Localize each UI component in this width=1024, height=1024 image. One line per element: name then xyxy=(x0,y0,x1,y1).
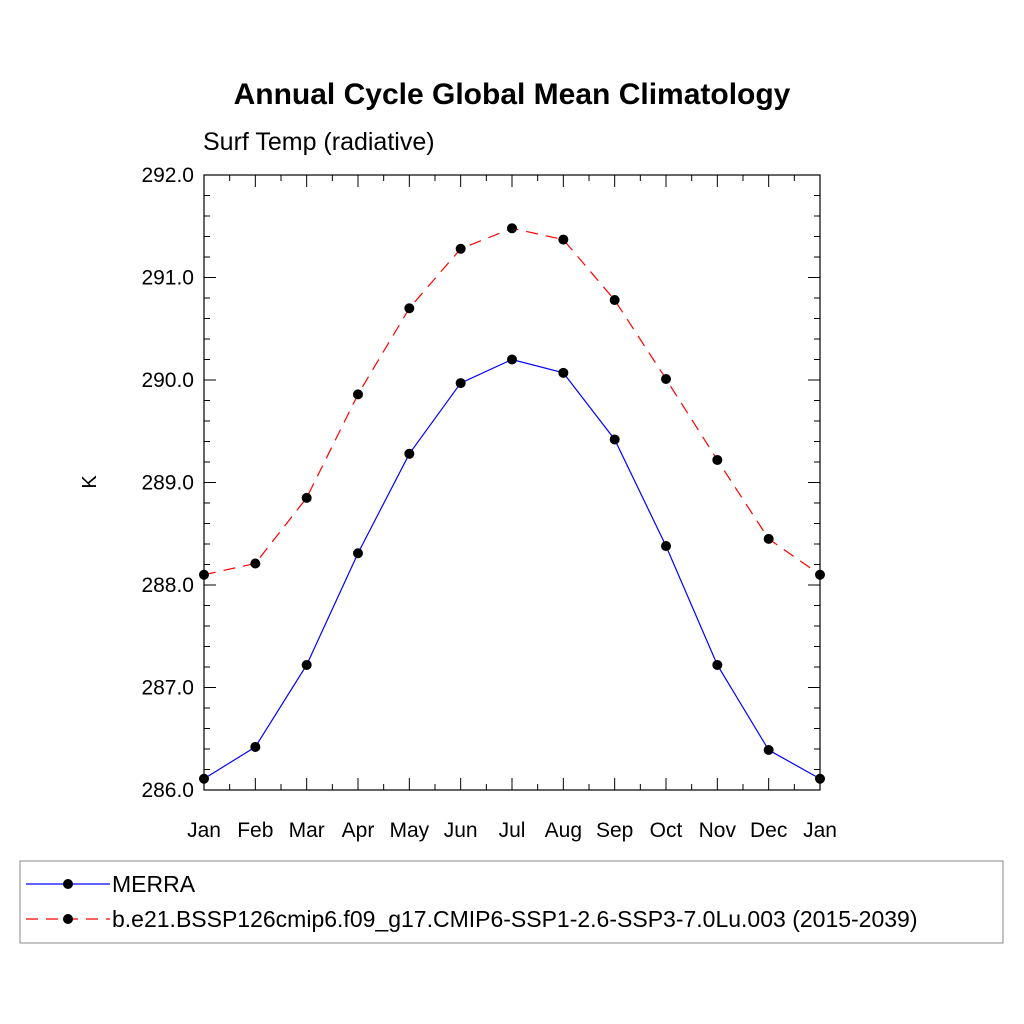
x-tick-label: May xyxy=(389,819,429,842)
x-tick-label: Feb xyxy=(237,819,273,842)
x-tick-label: Jan xyxy=(803,819,837,842)
data-point xyxy=(763,533,774,544)
series-line xyxy=(203,227,821,576)
series-line xyxy=(203,358,821,780)
data-point xyxy=(455,378,466,389)
series-0 xyxy=(199,354,825,784)
data-point xyxy=(353,389,363,400)
data-point xyxy=(609,295,620,306)
x-tick-label: Mar xyxy=(289,819,325,842)
legend-label-model: b.e21.BSSP126cmip6.f09_g17.CMIP6-SSP1-2.… xyxy=(112,906,918,932)
chart-subtitle: Surf Temp (radiative) xyxy=(203,128,435,156)
legend-label-merra: MERRA xyxy=(112,871,196,897)
data-point xyxy=(301,492,312,503)
y-tick-label: 290.0 xyxy=(141,369,194,392)
y-tick-label: 289.0 xyxy=(141,472,194,495)
y-tick-labels: 286.0 287.0 288.0 289.0 290.0 291.0 292.0 xyxy=(141,164,194,802)
legend-marker-merra xyxy=(63,879,73,889)
data-point xyxy=(250,741,261,752)
data-point xyxy=(712,659,723,670)
data-point xyxy=(250,558,261,569)
legend-box xyxy=(19,860,1004,944)
y-tick-label: 286.0 xyxy=(141,779,194,802)
x-tick-label: Aug xyxy=(545,819,582,842)
data-point xyxy=(301,659,312,670)
data-point xyxy=(558,367,569,378)
y-axis-label: K xyxy=(79,475,101,489)
data-point xyxy=(507,223,517,234)
x-tick-label: Apr xyxy=(342,819,375,842)
x-tick-label: Oct xyxy=(650,819,683,842)
data-point xyxy=(455,243,466,254)
x-tick-label: Jul xyxy=(499,819,526,842)
axis-ticks xyxy=(203,174,821,791)
legend-marker-model xyxy=(63,914,73,924)
plot-frame xyxy=(203,174,821,791)
data-point xyxy=(763,745,774,756)
legend: MERRA b.e21.BSSP126cmip6.f09_g17.CMIP6-S… xyxy=(19,860,1004,944)
x-tick-label: Nov xyxy=(699,819,737,842)
chart-title: Annual Cycle Global Mean Climatology xyxy=(234,78,791,111)
y-tick-label: 287.0 xyxy=(141,677,194,700)
x-tick-label: Jan xyxy=(187,819,221,842)
x-tick-label: Sep xyxy=(596,819,633,842)
data-point xyxy=(661,373,671,384)
data-point xyxy=(712,454,723,465)
series-layer xyxy=(199,223,825,784)
x-tick-label: Jun xyxy=(444,819,478,842)
data-point xyxy=(609,434,620,445)
data-point xyxy=(661,541,671,552)
data-point xyxy=(404,448,415,459)
series-1 xyxy=(199,223,825,580)
y-tick-label: 292.0 xyxy=(141,164,194,187)
y-tick-label: 291.0 xyxy=(141,267,194,290)
data-point xyxy=(558,234,569,245)
y-tick-label: 288.0 xyxy=(141,574,194,597)
data-point xyxy=(404,303,415,314)
x-tick-labels: Jan Feb Mar Apr May Jun Jul Aug Sep Oct Nov Dec Jan xyxy=(187,819,837,842)
x-tick-label: Dec xyxy=(750,819,787,842)
data-point xyxy=(353,548,363,559)
data-point xyxy=(507,354,517,365)
